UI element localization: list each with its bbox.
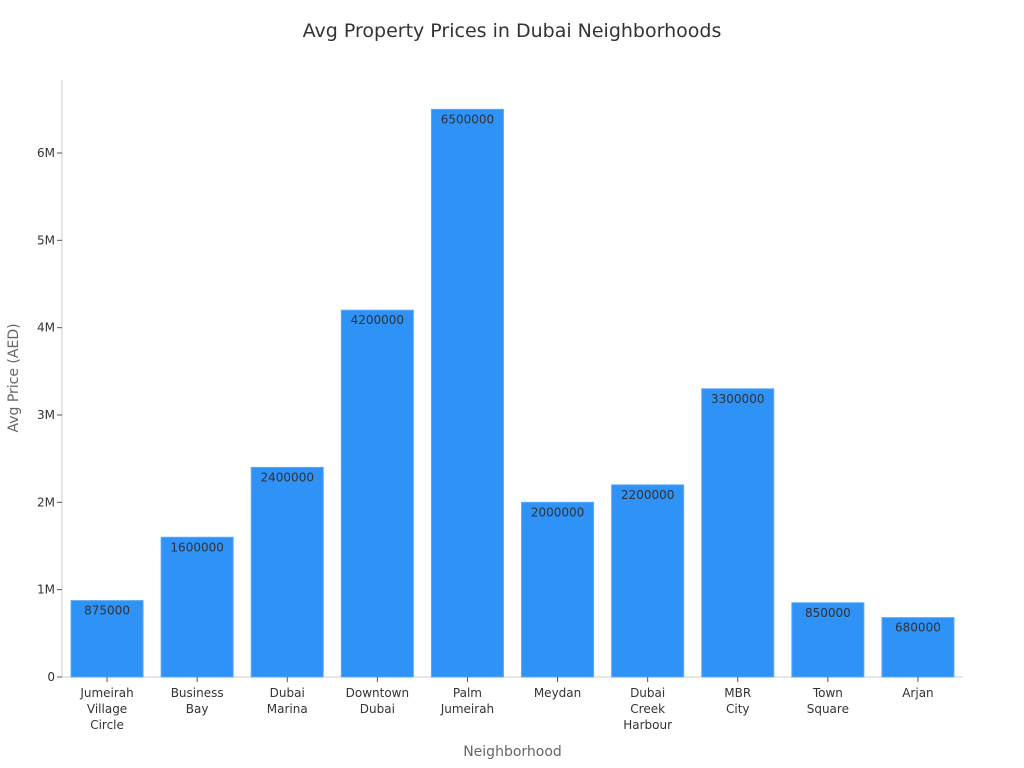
bar	[611, 484, 685, 678]
data-label: 875000	[84, 604, 130, 618]
data-label: 4200000	[351, 313, 404, 327]
bar	[160, 536, 234, 678]
data-label: 2400000	[261, 470, 314, 484]
x-tick-label: Jumeirah	[79, 686, 133, 700]
x-tick-label: Bay	[186, 702, 209, 716]
data-label: 2000000	[531, 505, 584, 519]
data-label: 850000	[805, 606, 851, 620]
x-tick-label: Dubai	[360, 702, 395, 716]
bar	[881, 617, 955, 678]
data-label: 2200000	[621, 488, 674, 502]
x-axis-label: Neighborhood	[463, 744, 562, 760]
data-label: 3300000	[711, 392, 764, 406]
y-axis-label: Avg Price (AED)	[6, 323, 22, 432]
chart-title: Avg Property Prices in Dubai Neighborhoo…	[302, 20, 722, 42]
x-tick-label: Jumeirah	[440, 702, 494, 716]
bar	[521, 501, 595, 678]
y-tick-label: 0	[47, 670, 55, 684]
y-tick-label: 2M	[37, 495, 55, 509]
bar	[701, 388, 775, 678]
data-label: 680000	[895, 621, 941, 635]
y-tick-label: 4M	[37, 321, 55, 335]
x-tick-label: Palm	[453, 686, 482, 700]
bar	[430, 108, 504, 678]
x-tick-label: Downtown	[346, 686, 409, 700]
x-tick-label: Meydan	[534, 686, 581, 700]
x-tick-label: Arjan	[902, 686, 933, 700]
x-tick-label: Harbour	[623, 718, 672, 732]
x-tick-label: Village	[87, 702, 127, 716]
x-tick-label: Dubai	[270, 686, 305, 700]
bar	[250, 466, 324, 678]
y-tick-label: 6M	[37, 146, 55, 160]
y-tick-label: 1M	[37, 583, 55, 597]
x-tick-label: Town	[812, 686, 843, 700]
x-tick-label: Creek	[630, 702, 665, 716]
x-tick-label: MBR	[724, 686, 751, 700]
x-tick-label: Business	[171, 686, 224, 700]
y-tick-label: 3M	[37, 408, 55, 422]
bar	[70, 600, 144, 678]
y-tick-label: 5M	[37, 233, 55, 247]
bar	[791, 602, 865, 678]
x-tick-label: Dubai	[630, 686, 665, 700]
x-tick-label: Square	[807, 702, 849, 716]
x-tick-label: Marina	[267, 702, 308, 716]
x-tick-label: Circle	[90, 718, 124, 732]
data-label: 6500000	[441, 112, 494, 126]
x-tick-label: City	[726, 702, 750, 716]
bar	[340, 309, 414, 678]
data-label: 1600000	[170, 540, 223, 554]
